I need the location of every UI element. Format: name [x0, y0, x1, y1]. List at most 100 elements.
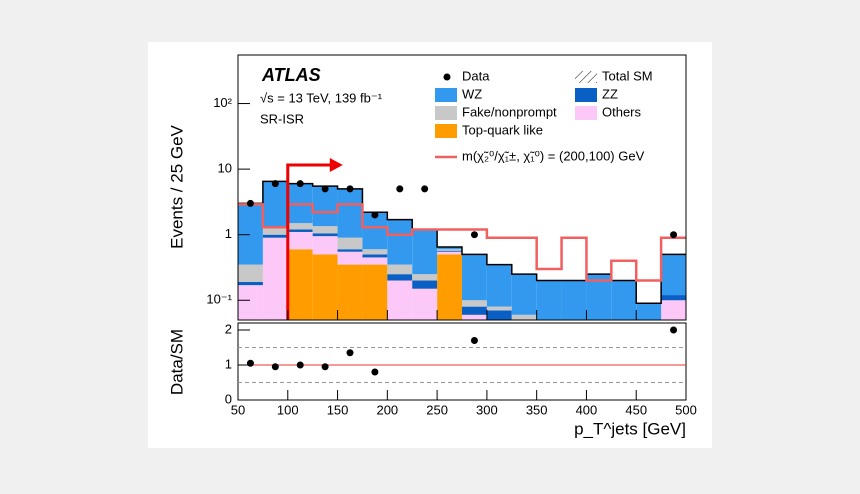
- stack-bar: [486, 306, 512, 311]
- stack-bar: [387, 274, 413, 281]
- stack-bar: [312, 186, 338, 227]
- ratio-frame: [237, 322, 687, 401]
- stack-bar: [387, 280, 413, 320]
- main-frame: [237, 54, 687, 321]
- stack-bar: [312, 254, 338, 320]
- ratio-point: [371, 368, 379, 376]
- stack-bar: [362, 254, 388, 258]
- cut-arrow: [286, 163, 333, 320]
- stack-bar: [412, 229, 438, 275]
- x-tick-label: 450: [625, 402, 647, 417]
- stack-bar: [661, 295, 686, 301]
- stack-bar: [412, 288, 438, 320]
- ratio-point: [346, 349, 354, 357]
- stack-bar: [462, 306, 487, 315]
- stack-bar: [437, 246, 462, 250]
- stack-bar: [437, 250, 462, 252]
- legend-swatch: [435, 88, 457, 102]
- ratio-point: [246, 359, 254, 367]
- stack-bar: [486, 264, 512, 307]
- stack-bar: [536, 280, 562, 320]
- legend-label: Data: [462, 68, 490, 83]
- stack-bar: [511, 274, 537, 315]
- legend-swatch: [435, 124, 457, 138]
- stack-bar: [661, 254, 686, 296]
- x-tick-label: 200: [376, 402, 398, 417]
- stack-bar: [287, 231, 313, 250]
- ratio-y-tick-label: 1: [225, 356, 232, 371]
- energy-label: √s = 13 TeV, 139 fb⁻¹: [260, 90, 383, 105]
- y-tick-label: 10: [218, 161, 232, 176]
- data-point: [371, 211, 379, 219]
- cut-arrowhead: [329, 158, 343, 172]
- stack-bar: [462, 300, 487, 307]
- legend-label: WZ: [462, 86, 482, 101]
- stack-bar: [337, 237, 363, 250]
- stack-bar: [412, 274, 438, 281]
- ratio-y-tick-label: 2: [225, 321, 232, 336]
- stack-bar: [611, 280, 637, 320]
- stack-bar: [337, 251, 363, 265]
- ratio-y-axis-label: Data/SM: [167, 329, 186, 395]
- x-tick-label: 350: [526, 402, 548, 417]
- ratio-point: [296, 361, 304, 369]
- stack-bar: [511, 314, 537, 320]
- stack-bar: [312, 233, 338, 237]
- legend-label: Top-quark like: [462, 122, 543, 137]
- x-tick-label: 400: [576, 402, 598, 417]
- x-tick-label: 50: [231, 402, 245, 417]
- legend-swatch: [435, 106, 457, 120]
- data-point: [321, 185, 329, 193]
- y-tick-label: 1: [225, 226, 232, 241]
- stack-bar: [636, 303, 662, 320]
- stack-bar: [462, 254, 487, 301]
- legend-swatch: [575, 88, 597, 102]
- signal-line: [238, 203, 686, 282]
- stack-bar: [437, 251, 462, 255]
- stack-bar: [486, 310, 512, 320]
- ratio-y-tick-label: 0: [225, 391, 232, 406]
- stack-bar: [287, 249, 313, 320]
- stack-bar: [437, 254, 462, 320]
- stack-bar: [561, 280, 587, 320]
- stack-bar: [238, 264, 263, 282]
- stack-bar: [337, 264, 363, 320]
- stack-bar: [262, 181, 288, 228]
- legend-label: m(χ̃₂⁰/χ̃₁±, χ̃₁⁰) = (200,100) GeV: [462, 148, 645, 163]
- stack-bar: [661, 300, 686, 320]
- data-point: [296, 180, 304, 188]
- stack-bar: [262, 234, 288, 238]
- stack-bar: [238, 285, 263, 320]
- stack-bar: [262, 227, 288, 235]
- stack-bar: [312, 236, 338, 255]
- atlas-label: ATLAS: [261, 65, 321, 85]
- stack-bar: [462, 314, 487, 320]
- stack-bar: [337, 249, 363, 252]
- legend-swatch: [575, 71, 597, 83]
- stack-bar: [287, 223, 313, 230]
- y-tick-label: 10⁻¹: [206, 292, 232, 307]
- data-point: [421, 185, 429, 193]
- stack-bar: [312, 226, 338, 234]
- stack-bar: [412, 280, 438, 289]
- x-axis-label: p_T^jets [GeV]: [574, 419, 686, 438]
- legend-label: Total SM: [602, 68, 653, 83]
- stack-bar: [287, 229, 313, 232]
- data-point: [271, 180, 279, 188]
- y-axis-label: Events / 25 GeV: [167, 124, 186, 248]
- stack-bar: [387, 219, 413, 265]
- stack-bar: [362, 249, 388, 255]
- x-tick-label: 100: [277, 402, 299, 417]
- stack-bar: [337, 188, 363, 238]
- ratio-point: [271, 363, 279, 371]
- ratio-point: [321, 363, 329, 371]
- legend-label: Fake/nonprompt: [462, 104, 557, 119]
- legend-label: ZZ: [602, 86, 618, 101]
- ratio-point: [470, 337, 478, 344]
- stack-bar: [238, 203, 263, 265]
- data-point: [246, 199, 254, 207]
- stack-bar: [437, 249, 462, 251]
- data-point: [670, 231, 678, 239]
- stack-bar: [586, 274, 612, 320]
